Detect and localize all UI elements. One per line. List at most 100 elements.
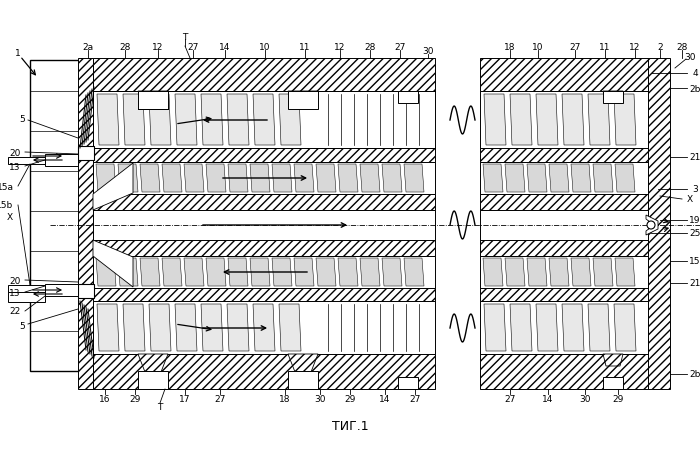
Bar [480,301,648,354]
Polygon shape [615,258,635,286]
Polygon shape [97,304,119,351]
Text: T: T [158,403,162,412]
Bar [603,377,623,389]
Text: 30: 30 [685,52,696,61]
Text: 20: 20 [9,276,21,285]
Bar [93,257,435,288]
Text: 25: 25 [690,229,700,238]
Polygon shape [614,304,636,351]
Polygon shape [227,304,249,351]
Polygon shape [603,92,623,104]
Polygon shape [123,95,145,146]
Text: 30: 30 [314,395,326,404]
Text: 28: 28 [364,42,376,51]
Polygon shape [175,304,197,351]
Polygon shape [140,258,160,286]
Polygon shape [294,165,314,193]
Text: 29: 29 [612,395,624,404]
Bar [45,285,78,296]
Text: 15b: 15b [0,201,13,210]
Text: 29: 29 [130,395,141,404]
Bar [480,354,648,389]
Text: ΤИГ.1: ΤИГ.1 [332,419,368,433]
Polygon shape [184,258,204,286]
Polygon shape [527,258,547,286]
Bar [603,92,623,104]
Text: 12: 12 [629,42,641,51]
Polygon shape [93,240,133,287]
Polygon shape [338,165,358,193]
Polygon shape [484,304,506,351]
Polygon shape [250,258,270,286]
Text: 1: 1 [15,50,21,58]
Polygon shape [404,258,424,286]
Text: 27: 27 [569,42,581,51]
Text: 27: 27 [394,42,406,51]
Text: X: X [687,195,693,204]
Text: 10: 10 [532,42,544,51]
Bar [480,240,648,257]
Text: 28: 28 [119,42,131,51]
Bar [93,354,435,389]
Polygon shape [505,165,525,193]
Bar [288,92,318,110]
Text: 11: 11 [599,42,610,51]
Bar [78,59,93,389]
Bar [480,288,648,301]
Polygon shape [614,95,636,146]
Polygon shape [288,354,318,372]
Text: 18: 18 [504,42,516,51]
Text: 15: 15 [690,257,700,266]
Text: 22: 22 [9,307,20,316]
Bar [45,155,78,166]
Text: 11: 11 [300,42,311,51]
Polygon shape [206,258,226,286]
Polygon shape [536,95,558,146]
Polygon shape [483,258,503,286]
Text: 5: 5 [19,322,25,331]
Polygon shape [250,165,270,193]
Bar [78,285,94,299]
Bar [78,147,94,161]
Text: 14: 14 [379,395,391,404]
Polygon shape [138,92,168,110]
Polygon shape [272,165,292,193]
Bar [93,92,435,149]
Bar [138,371,168,389]
Polygon shape [360,165,380,193]
Polygon shape [593,258,613,286]
Polygon shape [294,258,314,286]
Text: 28: 28 [676,42,687,51]
Polygon shape [138,354,168,372]
Polygon shape [593,165,613,193]
Bar [8,285,45,292]
Polygon shape [162,258,182,286]
Bar [480,194,648,211]
Text: 27: 27 [188,42,199,51]
Polygon shape [382,165,402,193]
Text: 5: 5 [19,114,25,123]
Polygon shape [316,165,336,193]
Polygon shape [505,258,525,286]
Bar [398,92,418,104]
Polygon shape [510,95,532,146]
Bar [480,211,648,240]
Polygon shape [484,95,506,146]
Polygon shape [549,165,569,193]
Polygon shape [571,258,591,286]
Polygon shape [93,164,133,211]
Polygon shape [588,304,610,351]
Polygon shape [603,354,623,366]
Text: 30: 30 [422,46,434,55]
Polygon shape [228,258,248,286]
Text: 10: 10 [259,42,271,51]
Polygon shape [536,304,558,351]
Polygon shape [227,95,249,146]
Polygon shape [588,95,610,146]
Polygon shape [140,165,160,193]
Text: 2b: 2b [690,84,700,93]
Text: 19: 19 [690,216,700,225]
Polygon shape [527,165,547,193]
Polygon shape [646,216,658,235]
Polygon shape [483,165,503,193]
